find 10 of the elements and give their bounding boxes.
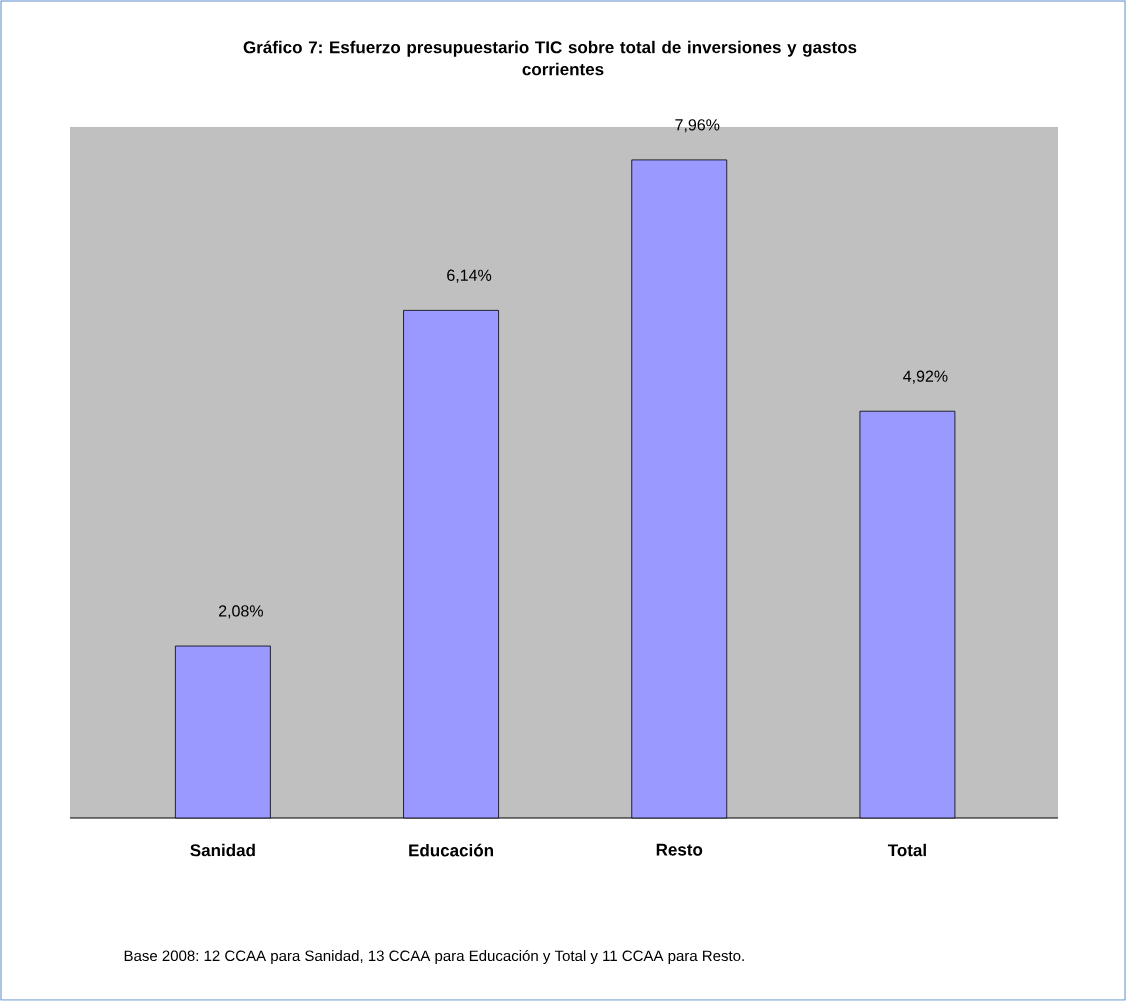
data-label: 6,14%: [447, 269, 492, 283]
chart-title: Gráfico 7: Esfuerzo presupuestario TIC sobre total de inversiones y gastos corrientes: [243, 40, 857, 76]
x-tick-label: Educación: [409, 843, 493, 857]
x-tick-label: Resto: [656, 843, 703, 856]
data-label: 2,08%: [219, 605, 263, 619]
data-label: 7,96%: [675, 119, 720, 133]
x-tick-label: Total: [887, 843, 926, 857]
data-label: 4,92%: [903, 370, 948, 384]
x-tick-label: Sanidad: [190, 843, 255, 857]
text: Base 2008: 12 CCAA para Sanidad, 13 CCAA para Educación y Total y 11 CCAA para Resto.: [124, 949, 744, 965]
